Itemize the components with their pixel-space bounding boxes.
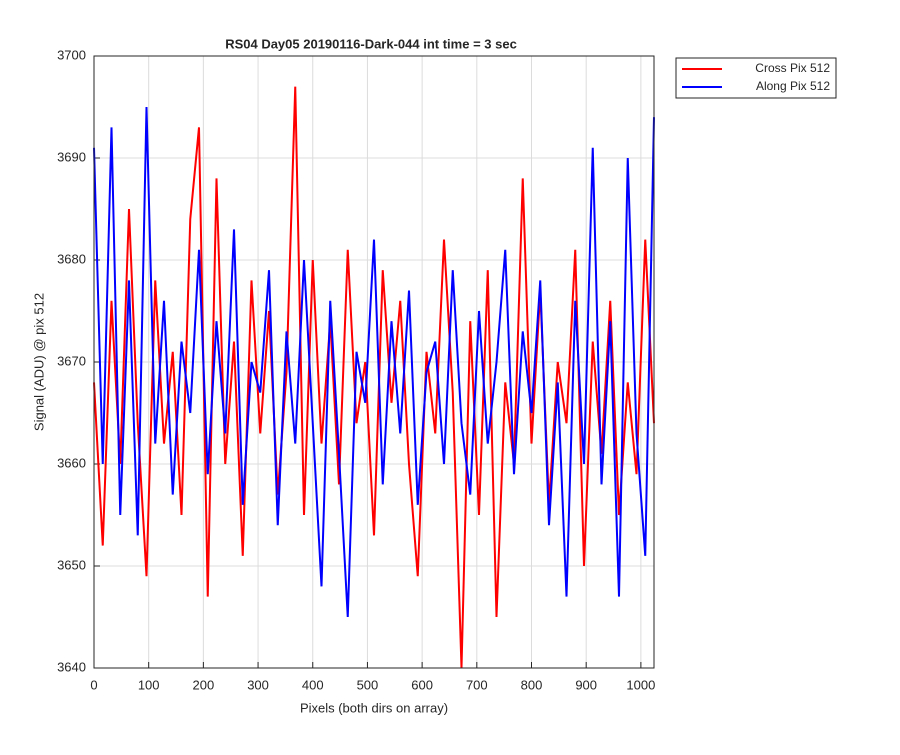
legend-label: Cross Pix 512 (755, 61, 830, 75)
legend-label: Along Pix 512 (756, 79, 830, 93)
y-tick-label: 3680 (57, 251, 86, 266)
x-tick-label: 100 (138, 677, 160, 692)
x-tick-label: 1000 (626, 677, 655, 692)
x-tick-label: 700 (466, 677, 488, 692)
y-tick-label: 3640 (57, 659, 86, 674)
y-tick-label: 3670 (57, 353, 86, 368)
y-axis-label: Signal (ADU) @ pix 512 (31, 293, 46, 431)
data-line (93, 106, 655, 618)
x-tick-label: 300 (247, 677, 269, 692)
x-axis-label: Pixels (both dirs on array) (300, 700, 448, 715)
x-tick-label: 600 (411, 677, 433, 692)
axes-box (93, 55, 655, 669)
y-tick-label: 3700 (57, 47, 86, 62)
y-tick-label: 3660 (57, 455, 86, 470)
x-tick-label: 800 (521, 677, 543, 692)
x-tick-label: 500 (357, 677, 379, 692)
x-tick-label: 0 (90, 677, 97, 692)
legend-box (675, 57, 837, 99)
x-tick-label: 400 (302, 677, 324, 692)
x-tick-label: 900 (575, 677, 597, 692)
y-tick-label: 3650 (57, 557, 86, 572)
data-line (93, 86, 655, 669)
x-tick-label: 200 (193, 677, 215, 692)
chart-title: RS04 Day05 20190116-Dark-044 int time = … (225, 36, 517, 51)
y-tick-label: 3690 (57, 149, 86, 164)
